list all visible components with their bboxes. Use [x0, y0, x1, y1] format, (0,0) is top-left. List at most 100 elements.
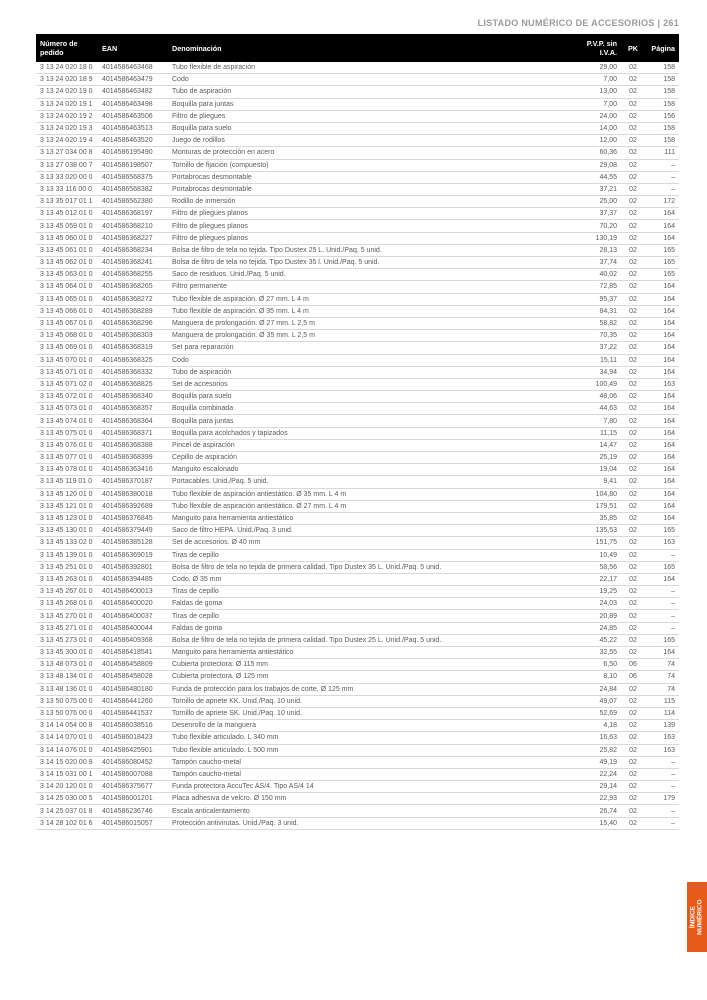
- cell: 12,00: [581, 135, 621, 147]
- table-row: 3 13 45 059 01 04014586368210Filtro de p…: [36, 220, 679, 232]
- cell: 4014586368399: [98, 452, 168, 464]
- cell: 4014586458809: [98, 659, 168, 671]
- cell: 9,41: [581, 476, 621, 488]
- table-row: 3 14 14 076 01 04014586425901Tubo flexib…: [36, 744, 679, 756]
- cell: 10,49: [581, 549, 621, 561]
- table-row: 3 13 24 020 19 04014586463482Tubo de asp…: [36, 86, 679, 98]
- cell: Codo: [168, 354, 581, 366]
- cell: 02: [621, 756, 645, 768]
- cell: 4014586463468: [98, 62, 168, 74]
- cell: 22,24: [581, 768, 621, 780]
- cell: 3 13 45 060 01 0: [36, 232, 98, 244]
- cell: 156: [645, 110, 679, 122]
- cell: 3 13 48 136 01 0: [36, 683, 98, 695]
- cell: 4014586568382: [98, 183, 168, 195]
- cell: 02: [621, 183, 645, 195]
- cell: –: [645, 781, 679, 793]
- cell: 35,85: [581, 512, 621, 524]
- cell: 4014586368357: [98, 403, 168, 415]
- cell: 164: [645, 427, 679, 439]
- cell: –: [645, 817, 679, 829]
- cell: Manguito escalonado: [168, 464, 581, 476]
- cell: 164: [645, 305, 679, 317]
- cell: Tiras de cepillo: [168, 610, 581, 622]
- cell: 02: [621, 793, 645, 805]
- cell: 58,56: [581, 561, 621, 573]
- side-tab-indice-numerico[interactable]: ÍNDICENUMÉRICO: [687, 882, 707, 952]
- cell: 02: [621, 549, 645, 561]
- cell: 4014586441260: [98, 695, 168, 707]
- cell: Boquilla para acolchados y tapizados: [168, 427, 581, 439]
- cell: 4014586368296: [98, 317, 168, 329]
- table-row: 3 13 24 020 19 24014586463506Filtro de p…: [36, 110, 679, 122]
- cell: 164: [645, 232, 679, 244]
- cell: Rodillo de inmersión: [168, 196, 581, 208]
- cell: 3 13 45 268 01 0: [36, 598, 98, 610]
- cell: 4014586368265: [98, 281, 168, 293]
- cell: Portacables. Unid./Paq. 5 unid.: [168, 476, 581, 488]
- cell: 4014586380018: [98, 488, 168, 500]
- cell: 3 14 28 102 01 6: [36, 817, 98, 829]
- cell: 3 14 15 031 00 1: [36, 768, 98, 780]
- cell: 4014586441537: [98, 707, 168, 719]
- cell: 164: [645, 647, 679, 659]
- cell: 4014586392801: [98, 561, 168, 573]
- cell: 02: [621, 196, 645, 208]
- cell: 02: [621, 415, 645, 427]
- cell: 3 13 45 066 01 0: [36, 305, 98, 317]
- cell: 3 13 45 068 01 0: [36, 330, 98, 342]
- cell: 4014586368325: [98, 354, 168, 366]
- cell: 3 13 24 020 19 0: [36, 86, 98, 98]
- cell: 4014586370187: [98, 476, 168, 488]
- cell: 02: [621, 110, 645, 122]
- cell: Tubo flexible de aspiración: [168, 62, 581, 74]
- cell: Juego de rodillos: [168, 135, 581, 147]
- cell: Boquilla para suelo: [168, 391, 581, 403]
- cell: 4014586400020: [98, 598, 168, 610]
- table-body: 3 13 24 020 18 04014586463468Tubo flexib…: [36, 62, 679, 829]
- cell: 4014586368227: [98, 232, 168, 244]
- cell: 3 13 33 020 00 0: [36, 171, 98, 183]
- cell: 114: [645, 707, 679, 719]
- cell: 06: [621, 659, 645, 671]
- cell: 4014586236746: [98, 805, 168, 817]
- cell: 3 13 45 067 01 0: [36, 317, 98, 329]
- cell: 158: [645, 74, 679, 86]
- cell: Tubo de aspiración: [168, 86, 581, 98]
- cell: –: [645, 768, 679, 780]
- cell: 70,35: [581, 330, 621, 342]
- cell: 164: [645, 208, 679, 220]
- cell: 4014586376845: [98, 512, 168, 524]
- cell: 4014586385128: [98, 537, 168, 549]
- cell: 4014586463506: [98, 110, 168, 122]
- cell: 02: [621, 391, 645, 403]
- cell: 4014586400044: [98, 622, 168, 634]
- cell: 165: [645, 269, 679, 281]
- cell: 4014586038516: [98, 720, 168, 732]
- cell: 02: [621, 354, 645, 366]
- cell: 100,49: [581, 378, 621, 390]
- cell: 02: [621, 98, 645, 110]
- cell: 4014586400013: [98, 586, 168, 598]
- cell: 164: [645, 354, 679, 366]
- cell: Bolsa de filtro de tela no tejida. Tipo …: [168, 257, 581, 269]
- accessories-table: Número de pedido EAN Denominación P.V.P.…: [36, 34, 679, 830]
- cell: 172: [645, 196, 679, 208]
- table-row: 3 14 15 031 00 14014586007088Tampón cauc…: [36, 768, 679, 780]
- cell: –: [645, 756, 679, 768]
- table-header-row: Número de pedido EAN Denominación P.V.P.…: [36, 34, 679, 62]
- cell: 3 13 45 270 01 0: [36, 610, 98, 622]
- cell: 44,55: [581, 171, 621, 183]
- cell: 49,19: [581, 756, 621, 768]
- cell: 3 13 24 020 18 0: [36, 62, 98, 74]
- cell: 60,36: [581, 147, 621, 159]
- cell: 179,51: [581, 500, 621, 512]
- cell: 4014586080452: [98, 756, 168, 768]
- cell: Cubierta protectora. Ø 125 mm: [168, 671, 581, 683]
- cell: 164: [645, 220, 679, 232]
- cell: 164: [645, 330, 679, 342]
- cell: 4014586368371: [98, 427, 168, 439]
- cell: 3 13 45 121 01 0: [36, 500, 98, 512]
- cell: 3 13 45 075 01 0: [36, 427, 98, 439]
- cell: 02: [621, 171, 645, 183]
